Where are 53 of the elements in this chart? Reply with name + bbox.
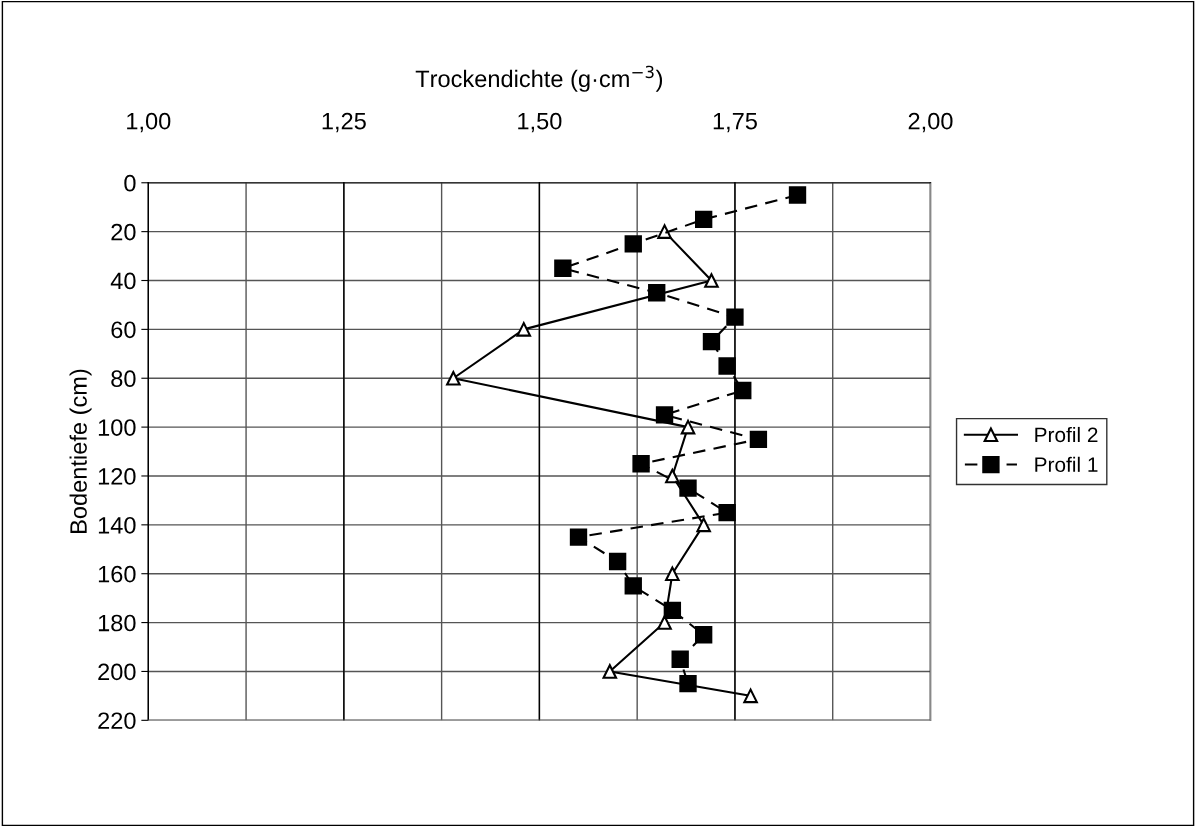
point [679,674,697,693]
point [680,419,696,435]
point [516,322,532,337]
point [743,688,758,704]
x-tick-label: 1,50 [518,112,562,133]
y-tick-label: 0 [124,174,136,192]
y-tick-label: 40 [110,272,136,290]
x-axis-title: Trockendichte (g·cm$^{−3}$) [415,65,663,92]
y-tick-label: 160 [98,565,136,583]
y-tick-label: 180 [98,614,136,632]
x-tick-label: 2,00 [908,112,953,133]
point [446,370,461,386]
point [602,664,618,679]
legend-label: Profil 1 [1035,456,1098,473]
point [702,332,721,351]
point [788,186,807,204]
y-axis-title: Bodentiefe (cm) [69,369,92,533]
x-tick-label: 1,25 [322,112,366,133]
point [624,235,642,253]
point [704,273,719,288]
point [632,455,650,473]
point [569,528,588,546]
point [694,210,713,229]
point [624,577,642,595]
y-tick-label: 80 [111,370,136,388]
point [726,308,744,326]
point [657,224,672,239]
point [734,381,752,400]
point [665,566,680,581]
point [671,650,689,668]
y-tick-label: 60 [111,321,136,339]
legend-label: Profil 2 [1035,426,1098,443]
point [694,626,713,644]
point [679,479,697,497]
y-tick-label: 220 [98,712,136,730]
point [655,406,674,424]
point [657,615,672,630]
y-tick-label: 100 [98,419,136,436]
point [696,517,711,533]
x-tick-label: 1,75 [713,113,757,133]
y-tick-label: 120 [98,468,136,485]
point [608,552,627,571]
y-tick-label: 140 [98,516,136,534]
point [749,430,768,448]
point [648,284,666,302]
point [665,468,680,484]
y-tick-label: 20 [111,223,136,241]
point [718,357,736,375]
point [718,503,736,522]
point [554,259,572,277]
x-tick-label: 1,00 [127,112,171,133]
point [663,601,682,620]
y-tick-label: 200 [98,663,136,681]
